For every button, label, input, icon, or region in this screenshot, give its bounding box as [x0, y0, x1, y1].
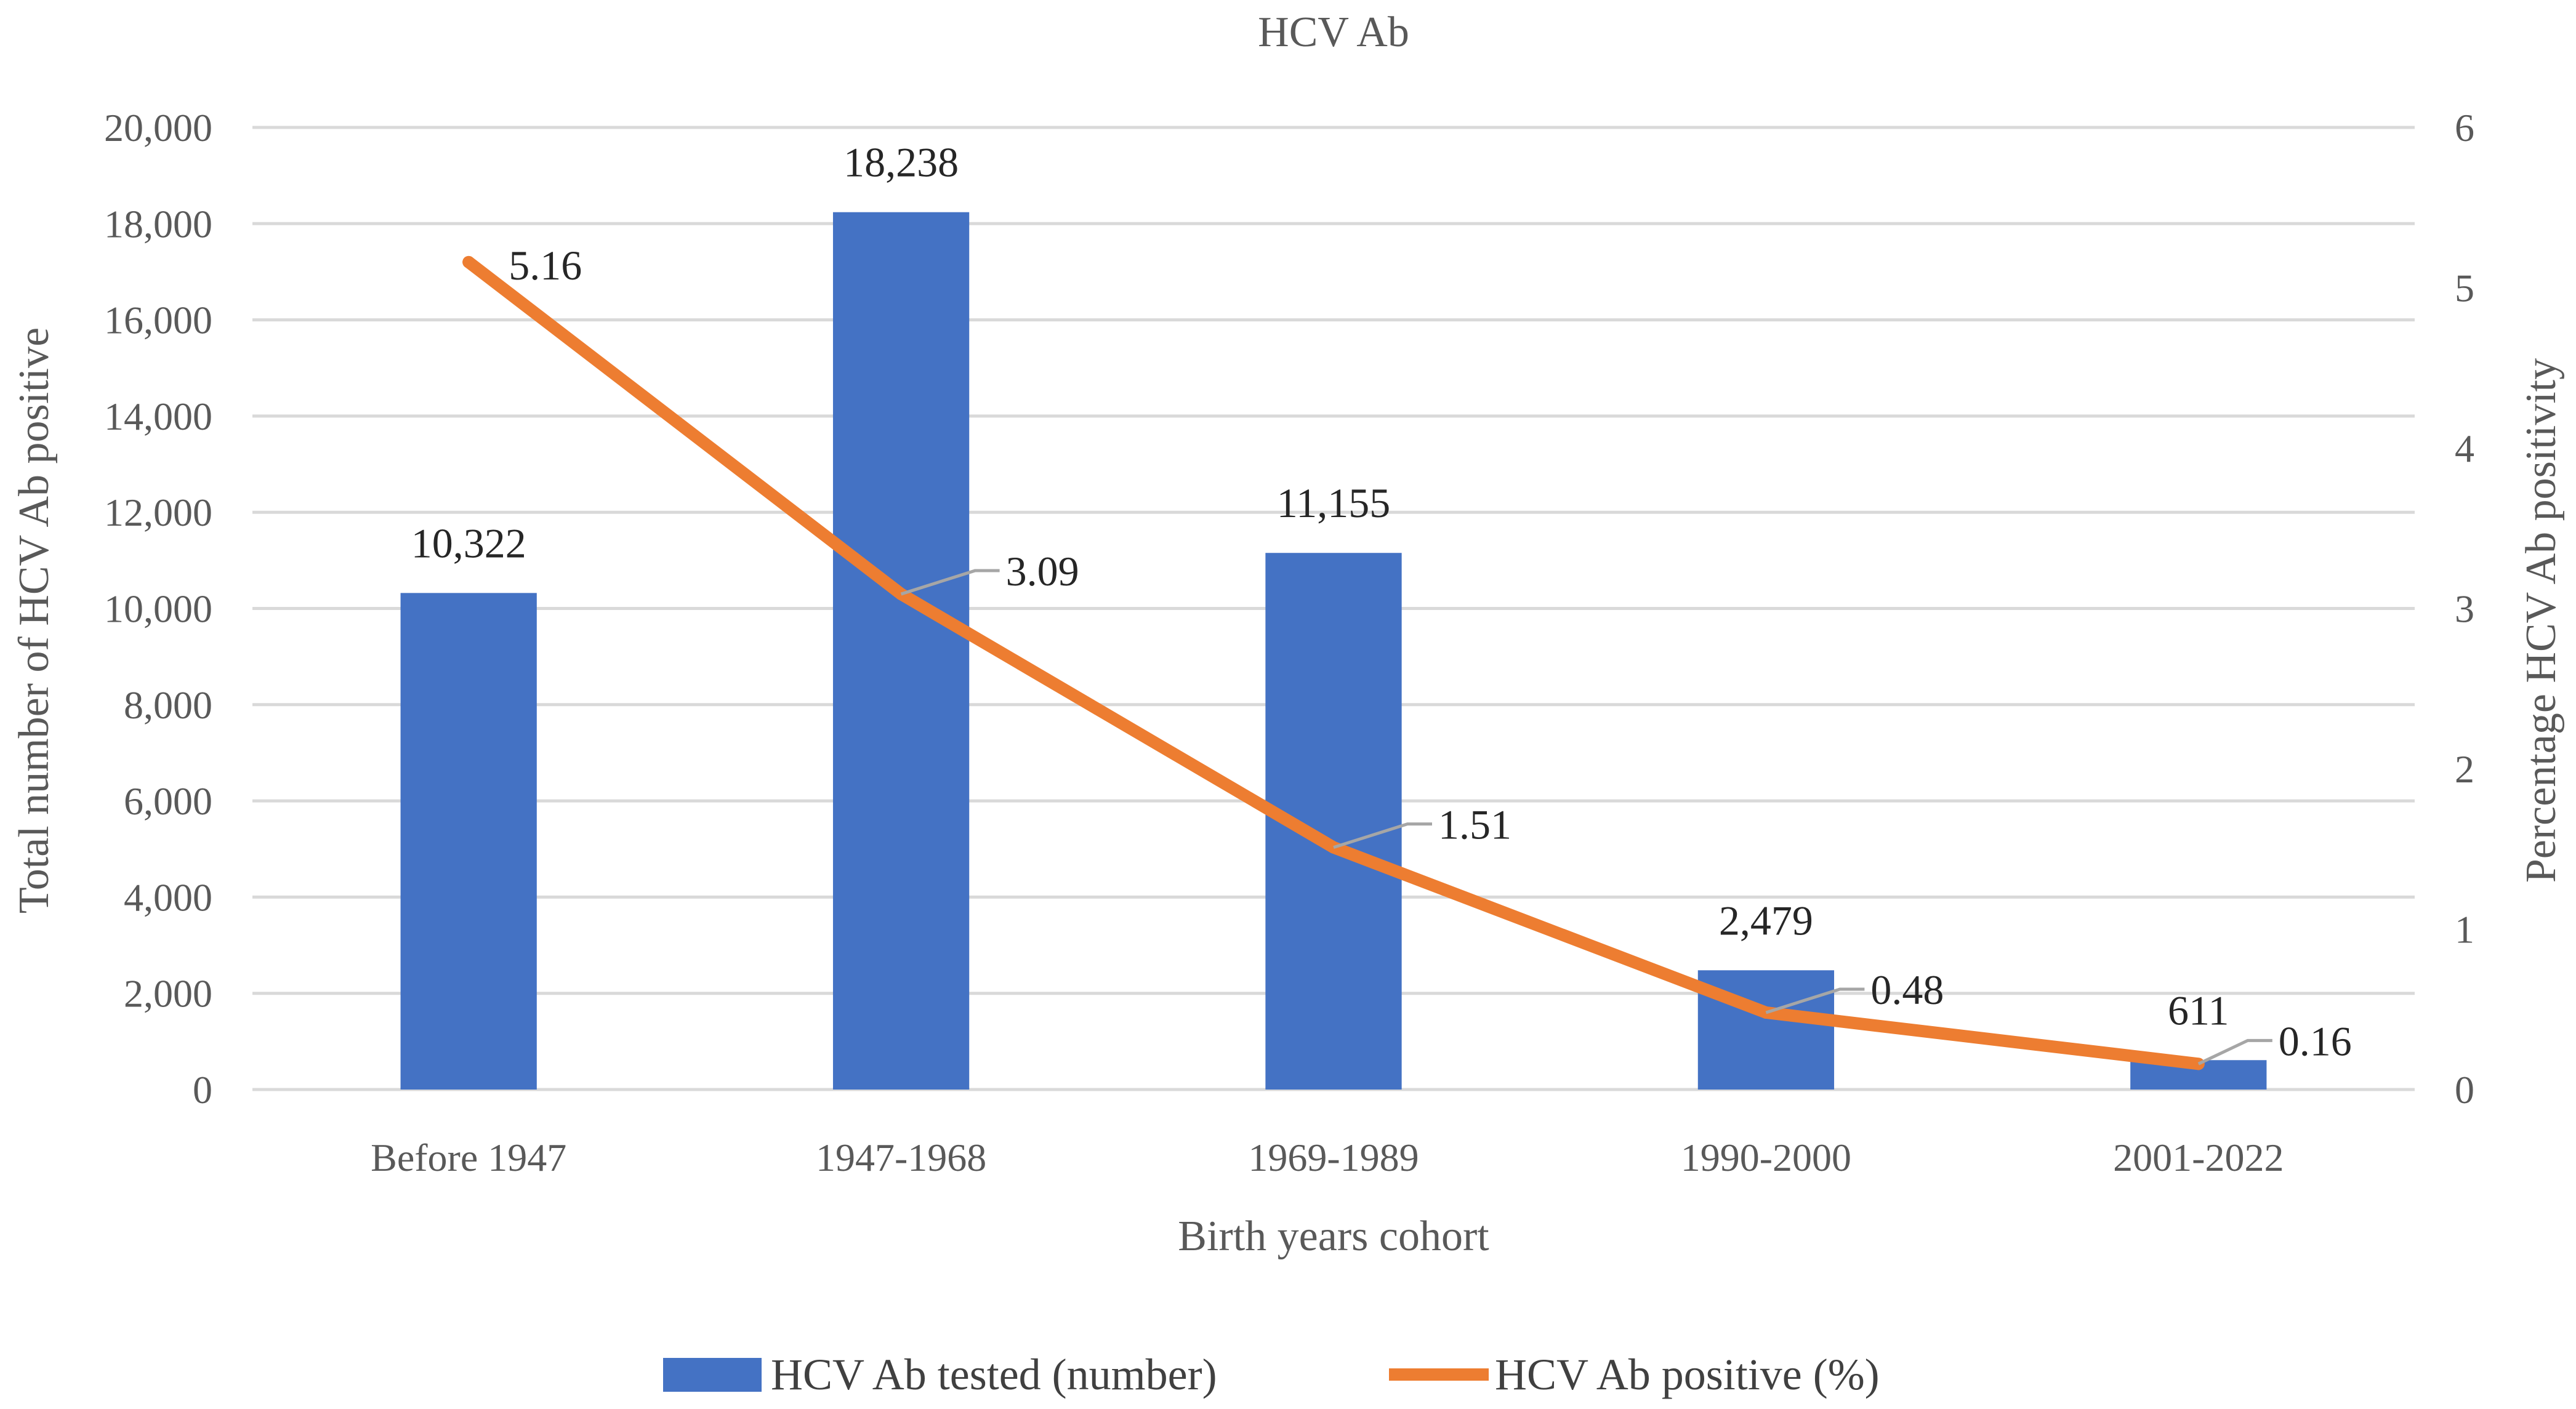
line-point: [462, 255, 475, 268]
bar: [400, 593, 537, 1090]
legend: HCV Ab tested (number) HCV Ab positive (…: [663, 1350, 1880, 1399]
legend-line-label: HCV Ab positive (%): [1495, 1350, 1880, 1399]
y2-tick-label: 4: [2455, 427, 2474, 470]
y2-tick-label: 5: [2455, 267, 2474, 310]
y-tick-label: 8,000: [124, 683, 212, 727]
bar-data-label: 11,155: [1277, 480, 1390, 526]
line-data-label: 3.09: [1006, 548, 1079, 595]
y-tick-label: 14,000: [104, 395, 212, 438]
y-tick-label: 12,000: [104, 491, 212, 534]
x-tick-label: 2001-2022: [2113, 1136, 2284, 1179]
y-tick-label: 2,000: [124, 972, 212, 1016]
x-tick-label: 1990-2000: [1681, 1136, 1851, 1179]
y-tick-label: 18,000: [104, 202, 212, 246]
bar-series: [400, 212, 2267, 1090]
y-tick-label: 4,000: [124, 875, 212, 919]
legend-bar-label: HCV Ab tested (number): [771, 1350, 1217, 1399]
y-tick-label: 6,000: [124, 779, 212, 823]
bar-data-label: 2,479: [1719, 897, 1813, 944]
label-leader-line: [2197, 1038, 2272, 1066]
axes: 0 2,000 4,000 6,000 8,000 10,000 12,000 14,000 1…: [104, 106, 2474, 1179]
line-data-label: 0.16: [2279, 1018, 2352, 1064]
y2-tick-label: 0: [2455, 1068, 2474, 1112]
y2-axis-title: Percentage HCV Ab positivity: [2518, 358, 2565, 883]
line-data-label: 0.48: [1870, 966, 1944, 1013]
bar-data-label: 611: [2168, 987, 2229, 1034]
y2-tick-label: 6: [2455, 106, 2474, 150]
data-labels: 10,322 18,238 11,155 2,479 611 5.16 3.09 1.51 0.…: [411, 139, 2352, 1066]
y-tick-label: 20,000: [104, 106, 212, 150]
y-tick-label: 16,000: [104, 299, 212, 342]
y-axis-title: Total number of HCV Ab positive: [10, 327, 58, 913]
chart-title: HCV Ab: [1258, 9, 1409, 56]
label-leader-line: [1765, 987, 1865, 1014]
label-leader-line: [1333, 822, 1432, 849]
y2-tick-label: 1: [2455, 908, 2474, 952]
y-tick-label: 10,000: [104, 587, 212, 631]
line-data-label: 5.16: [509, 242, 582, 289]
bar-data-label: 18,238: [843, 139, 959, 186]
x-tick-label: Before 1947: [371, 1136, 566, 1179]
bar: [832, 212, 970, 1090]
x-tick-label: 1969-1989: [1248, 1136, 1419, 1179]
y2-tick-label: 2: [2455, 747, 2474, 791]
x-axis-title: Birth years cohort: [1178, 1213, 1489, 1260]
y2-tick-label: 3: [2455, 587, 2474, 631]
bar-data-label: 10,322: [411, 520, 526, 566]
legend-bar-swatch: [663, 1358, 762, 1392]
y-tick-label: 0: [193, 1068, 212, 1112]
label-leader-line: [900, 569, 1000, 596]
line-data-label: 1.51: [1438, 801, 1511, 848]
x-tick-label: 1947-1968: [816, 1136, 986, 1179]
